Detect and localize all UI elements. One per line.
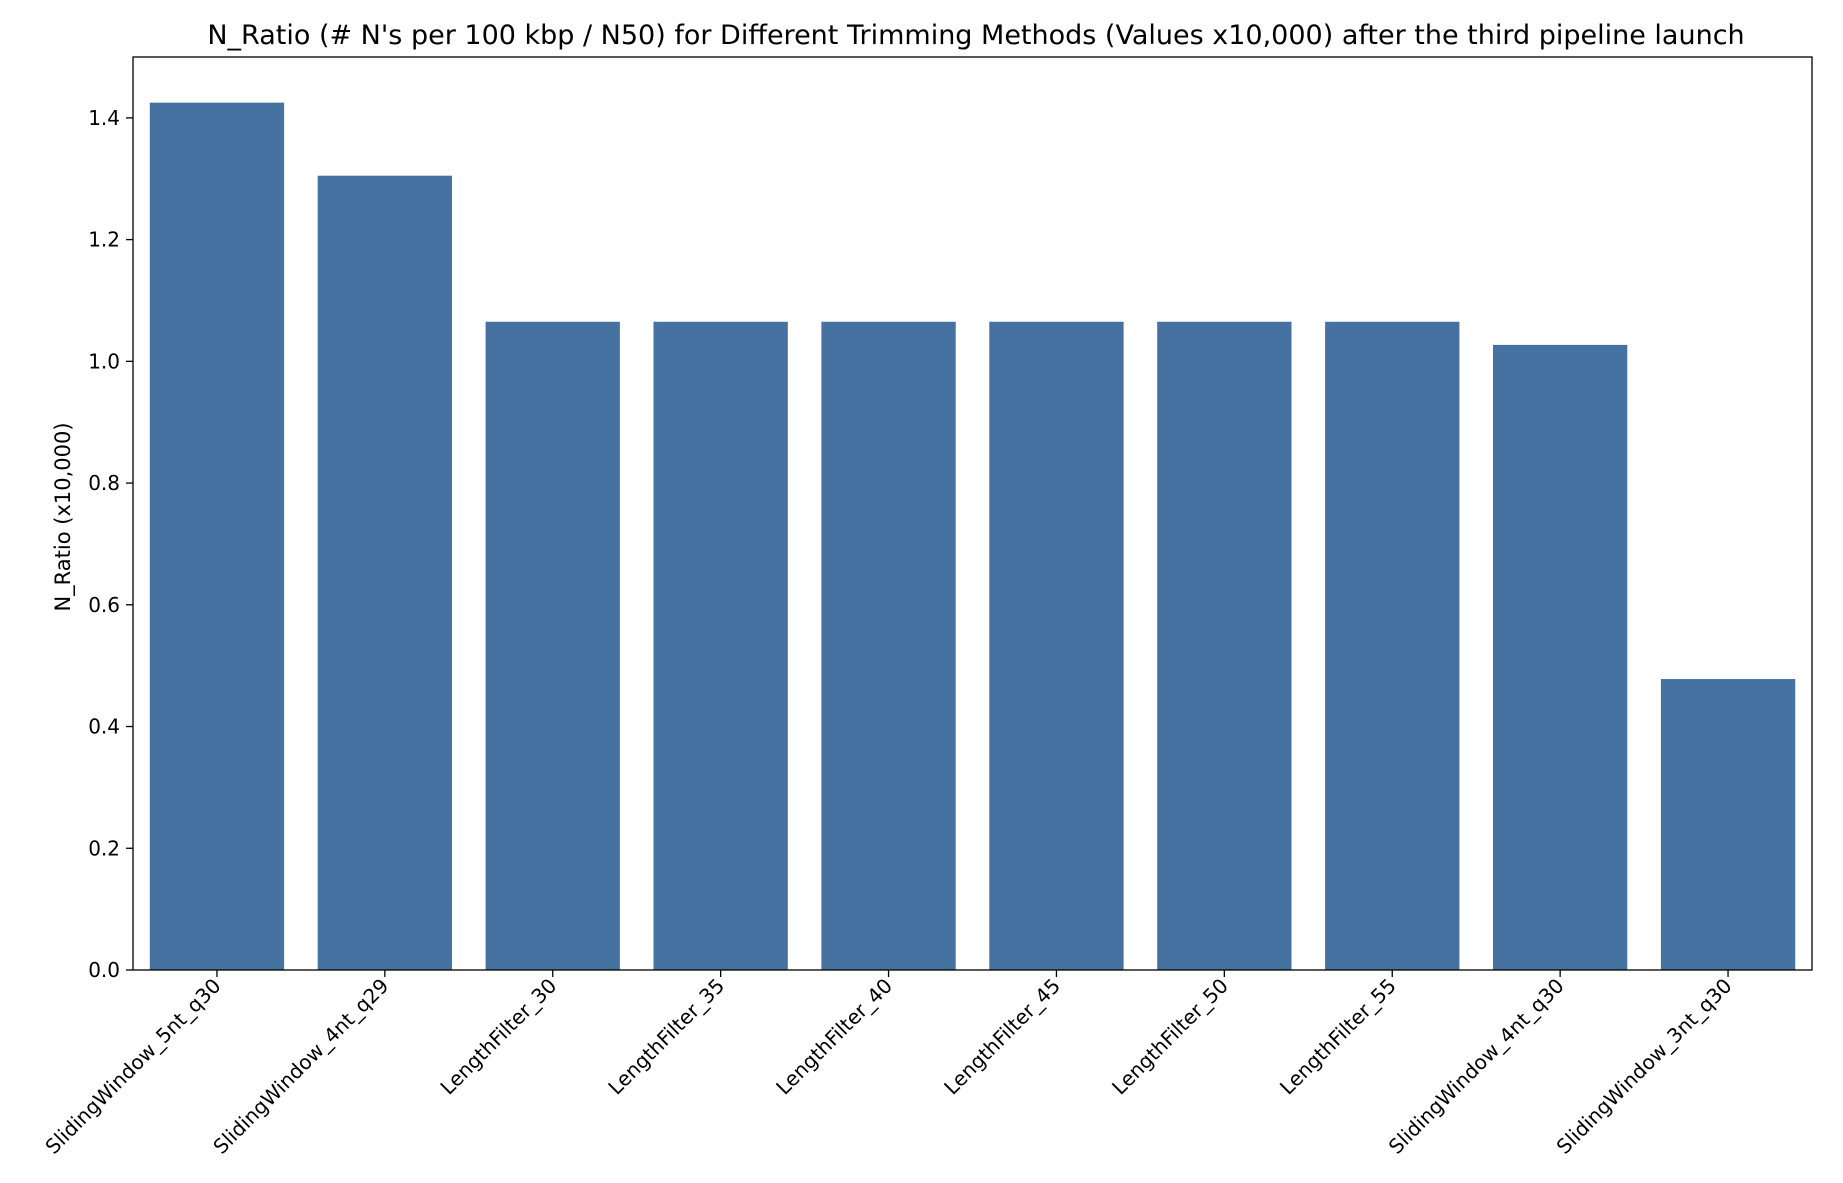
x-tick-label: SlidingWindow_3nt_q30	[1552, 974, 1737, 1159]
x-tick-label: LengthFilter_30	[435, 974, 561, 1100]
bar-LengthFilter_35	[653, 321, 788, 970]
x-tick-label: SlidingWindow_5nt_q30	[40, 974, 225, 1159]
y-tick-label: 1.4	[88, 106, 120, 130]
axes-group	[132, 56, 1813, 971]
bar-SlidingWindow_4nt_q30	[1492, 344, 1628, 970]
bars-group	[149, 102, 1796, 970]
y-tick-label: 0.4	[88, 715, 120, 739]
x-tick-label: LengthFilter_35	[603, 974, 729, 1100]
y-tick-label: 1.2	[88, 228, 120, 252]
x-tick-label: SlidingWindow_4nt_q30	[1384, 974, 1569, 1159]
bar-LengthFilter_40	[821, 321, 956, 970]
bar-LengthFilter_55	[1325, 321, 1460, 970]
bar-SlidingWindow_5nt_q30	[149, 102, 285, 970]
x-tick-label: LengthFilter_55	[1275, 974, 1401, 1100]
y-tick-label: 1.0	[88, 349, 120, 373]
y-axis-ticks: 0.0 0.2 0.4 0.6 0.8 1.0 1.2 1.4	[88, 106, 133, 982]
bar-LengthFilter_30	[485, 321, 620, 970]
x-tick-label: LengthFilter_50	[1107, 974, 1233, 1100]
x-tick-label: SlidingWindow_4nt_q29	[208, 974, 393, 1159]
x-tick-label: LengthFilter_45	[939, 974, 1065, 1100]
y-tick-label: 0.0	[88, 958, 120, 982]
chart-title: N_Ratio (# N's per 100 kbp / N50) for Di…	[207, 20, 1744, 51]
bar-LengthFilter_45	[989, 321, 1124, 970]
bar-SlidingWindow_4nt_q29	[317, 175, 453, 970]
x-tick-label: LengthFilter_40	[771, 974, 897, 1100]
y-tick-label: 0.8	[88, 471, 120, 495]
x-axis-ticks: SlidingWindow_5nt_q30SlidingWindow_4nt_q…	[40, 970, 1737, 1159]
bar-SlidingWindow_3nt_q30	[1660, 679, 1796, 970]
y-tick-label: 0.2	[88, 836, 120, 860]
plot-frame	[132, 56, 1813, 971]
y-tick-label: 0.6	[88, 593, 120, 617]
y-axis-label: N_Ratio (x10,000)	[51, 422, 76, 611]
bar-LengthFilter_50	[1157, 321, 1292, 970]
